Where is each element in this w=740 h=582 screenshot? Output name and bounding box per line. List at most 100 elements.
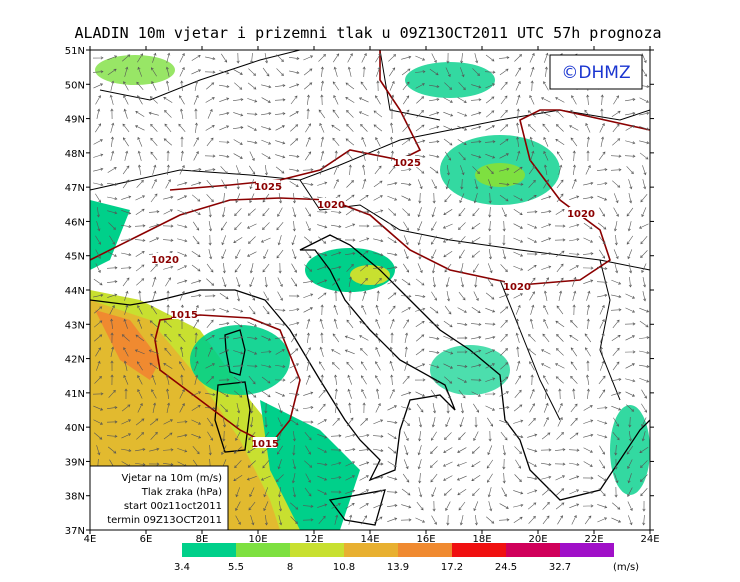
wind-arrow	[206, 137, 214, 147]
wind-arrow	[289, 418, 299, 426]
wind-arrow	[388, 222, 396, 230]
wind-arrow	[262, 305, 270, 315]
wind-arrow	[333, 164, 339, 175]
wind-arrow	[334, 514, 339, 525]
wind-arrow	[597, 420, 608, 425]
wind-arrow	[177, 238, 188, 243]
wind-arrow	[248, 431, 256, 441]
wind-arrow	[93, 293, 104, 298]
wind-arrow	[249, 151, 255, 162]
wind-arrow	[358, 97, 369, 103]
wind-shading	[350, 265, 390, 285]
wind-arrow	[585, 374, 590, 385]
wind-arrow	[599, 249, 606, 259]
wind-arrow	[275, 391, 286, 397]
wind-arrow	[124, 304, 129, 315]
wind-arrow	[569, 475, 580, 480]
wind-arrow	[457, 322, 468, 327]
wind-arrow	[305, 347, 311, 357]
wind-arrow	[586, 94, 590, 106]
wind-arrow	[583, 237, 594, 243]
wind-arrow	[220, 221, 227, 231]
wind-arrow	[611, 110, 621, 118]
wind-arrow	[134, 238, 146, 242]
wind-arrow	[204, 294, 216, 298]
wind-arrow	[193, 151, 199, 161]
wind-arrow	[486, 166, 494, 175]
wind-arrow	[317, 252, 328, 257]
wind-arrow	[499, 420, 510, 425]
wind-arrow	[191, 168, 202, 172]
wind-arrow	[93, 167, 104, 172]
wind-arrow	[388, 67, 396, 77]
wind-arrow	[136, 432, 145, 440]
wind-arrow	[151, 178, 157, 189]
wind-arrow	[627, 473, 632, 484]
wind-arrow	[568, 448, 580, 452]
wind-arrow	[442, 237, 453, 243]
wind-arrow	[389, 360, 394, 371]
wind-arrow	[151, 80, 157, 91]
colorbar-label: 24.5	[495, 562, 517, 573]
wind-arrow	[292, 431, 296, 442]
wind-arrow	[360, 81, 368, 91]
wind-arrow	[360, 123, 368, 132]
wind-arrow	[498, 518, 510, 522]
wind-arrow	[94, 376, 102, 384]
wind-arrow	[264, 515, 268, 526]
wind-arrow	[432, 403, 437, 414]
wind-arrow	[345, 252, 356, 256]
wind-arrow	[516, 136, 520, 147]
isobar-label-bg	[153, 253, 177, 264]
wind-arrow	[290, 138, 299, 146]
wind-arrow	[177, 181, 188, 186]
wind-arrow	[471, 335, 482, 340]
lon-tick-label: 16E	[416, 534, 435, 545]
wind-shading	[190, 325, 290, 395]
wind-arrow	[95, 193, 101, 203]
wind-arrow	[278, 193, 283, 204]
wind-arrow	[611, 334, 621, 341]
wind-arrow	[558, 388, 562, 400]
wind-arrow	[107, 251, 117, 257]
wind-arrow	[473, 291, 479, 302]
wind-arrow	[513, 237, 524, 243]
wind-arrow	[179, 403, 185, 413]
wind-arrow	[346, 123, 354, 132]
wind-arrow	[416, 96, 425, 104]
wind-arrow	[165, 179, 171, 189]
wind-arrow	[166, 290, 170, 302]
wind-arrow	[555, 124, 564, 132]
wind-arrow	[93, 306, 103, 314]
wind-arrow	[264, 53, 269, 64]
wind-arrow	[387, 517, 398, 522]
wind-arrow	[177, 448, 188, 453]
wind-arrow	[625, 293, 636, 299]
wind-arrow	[460, 52, 464, 64]
wind-arrow	[432, 500, 436, 512]
wind-arrow	[263, 487, 269, 498]
wind-arrow	[317, 503, 328, 508]
wind-arrow	[402, 418, 410, 426]
lat-tick-label: 48N	[65, 149, 85, 160]
wind-arrow	[612, 138, 621, 146]
wind-arrow	[246, 223, 257, 229]
wind-arrow	[276, 68, 284, 77]
wind-arrow	[600, 108, 604, 120]
wind-arrow	[93, 432, 103, 440]
wind-arrow	[262, 222, 270, 230]
wind-arrow	[334, 374, 338, 385]
wind-arrow	[499, 182, 510, 186]
wind-arrow	[303, 55, 314, 61]
wind-arrow	[558, 290, 563, 301]
wind-arrow	[612, 361, 620, 371]
wind-arrow	[319, 361, 325, 371]
wind-arrow	[582, 252, 594, 256]
wind-arrow	[164, 109, 172, 118]
wind-arrow	[572, 150, 576, 162]
wind-arrow	[486, 459, 494, 469]
wind-arrow	[166, 164, 170, 176]
wind-arrow	[246, 476, 257, 481]
wind-arrow	[417, 207, 422, 218]
wind-arrow	[414, 70, 426, 74]
